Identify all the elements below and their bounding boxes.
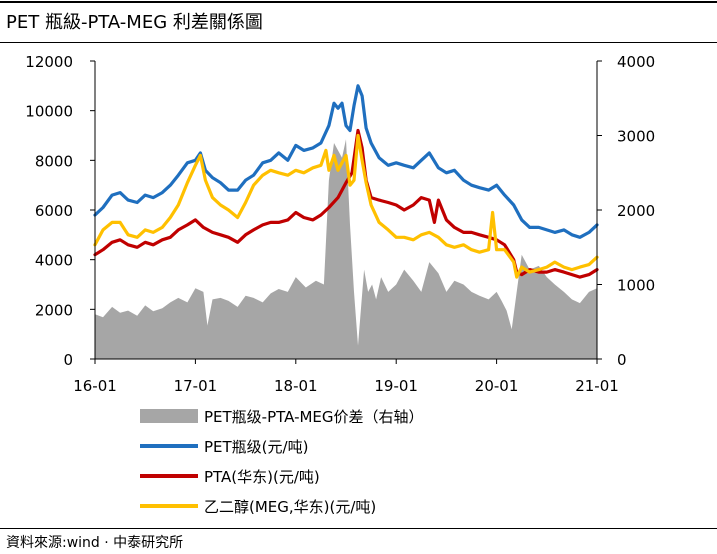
x-tick-label: 19-01: [374, 377, 418, 395]
line-layer: [93, 84, 599, 279]
x-tick-label: 16-01: [73, 377, 117, 395]
y-left-tick-label: 0: [63, 351, 73, 369]
legend-label-3: 乙二醇(MEG,华东)(元/吨): [204, 498, 376, 516]
y-left-tick-label: 6000: [35, 202, 73, 220]
series-area-spread: [95, 139, 597, 359]
spread-chart: 0 2000 4000 6000 8000 10000 12000 0 1000 2000 3000…: [25, 53, 655, 516]
y-right-tick-label: 0: [617, 351, 627, 369]
axes-layer: 0 2000 4000 6000 8000 10000 12000 0 1000 2000 3000…: [25, 53, 655, 395]
y-left-tick-label: 10000: [25, 103, 73, 121]
x-tick-label: 18-01: [274, 377, 318, 395]
y-right-tick-label: 4000: [617, 53, 655, 71]
top-rule: [0, 1, 717, 3]
y-left-tick-label: 2000: [35, 301, 73, 319]
area-layer: [95, 139, 597, 359]
source-note: 資料來源:wind · 中泰研究所: [6, 535, 184, 551]
footer-divider: [0, 528, 717, 529]
y-left-tick-label: 8000: [35, 152, 73, 170]
legend: PET瓶级-PTA-MEG价差（右轴） PET瓶级(元/吨) PTA(华东)(元/吨…: [140, 408, 424, 516]
x-tick-label: 20-01: [475, 377, 519, 395]
legend-swatch-area: [140, 409, 198, 423]
title-divider: [0, 42, 717, 43]
y-right-tick-label: 1000: [617, 277, 655, 295]
series-line-1: [93, 84, 599, 239]
x-tick-label: 17-01: [174, 377, 218, 395]
legend-label-2: PTA(华东)(元/吨): [204, 468, 320, 486]
x-tick-label: 21-01: [575, 377, 619, 395]
y-left-tick-label: 12000: [25, 53, 73, 71]
legend-label-1: PET瓶级(元/吨): [204, 438, 308, 456]
y-right-tick-label: 2000: [617, 202, 655, 220]
legend-label-0: PET瓶级-PTA-MEG价差（右轴）: [204, 408, 424, 426]
y-left-tick-label: 4000: [35, 252, 73, 270]
page-title: PET 瓶級-PTA-MEG 利差關係圖: [6, 12, 263, 33]
y-right-tick-label: 3000: [617, 128, 655, 146]
series-line-3: [93, 133, 599, 279]
